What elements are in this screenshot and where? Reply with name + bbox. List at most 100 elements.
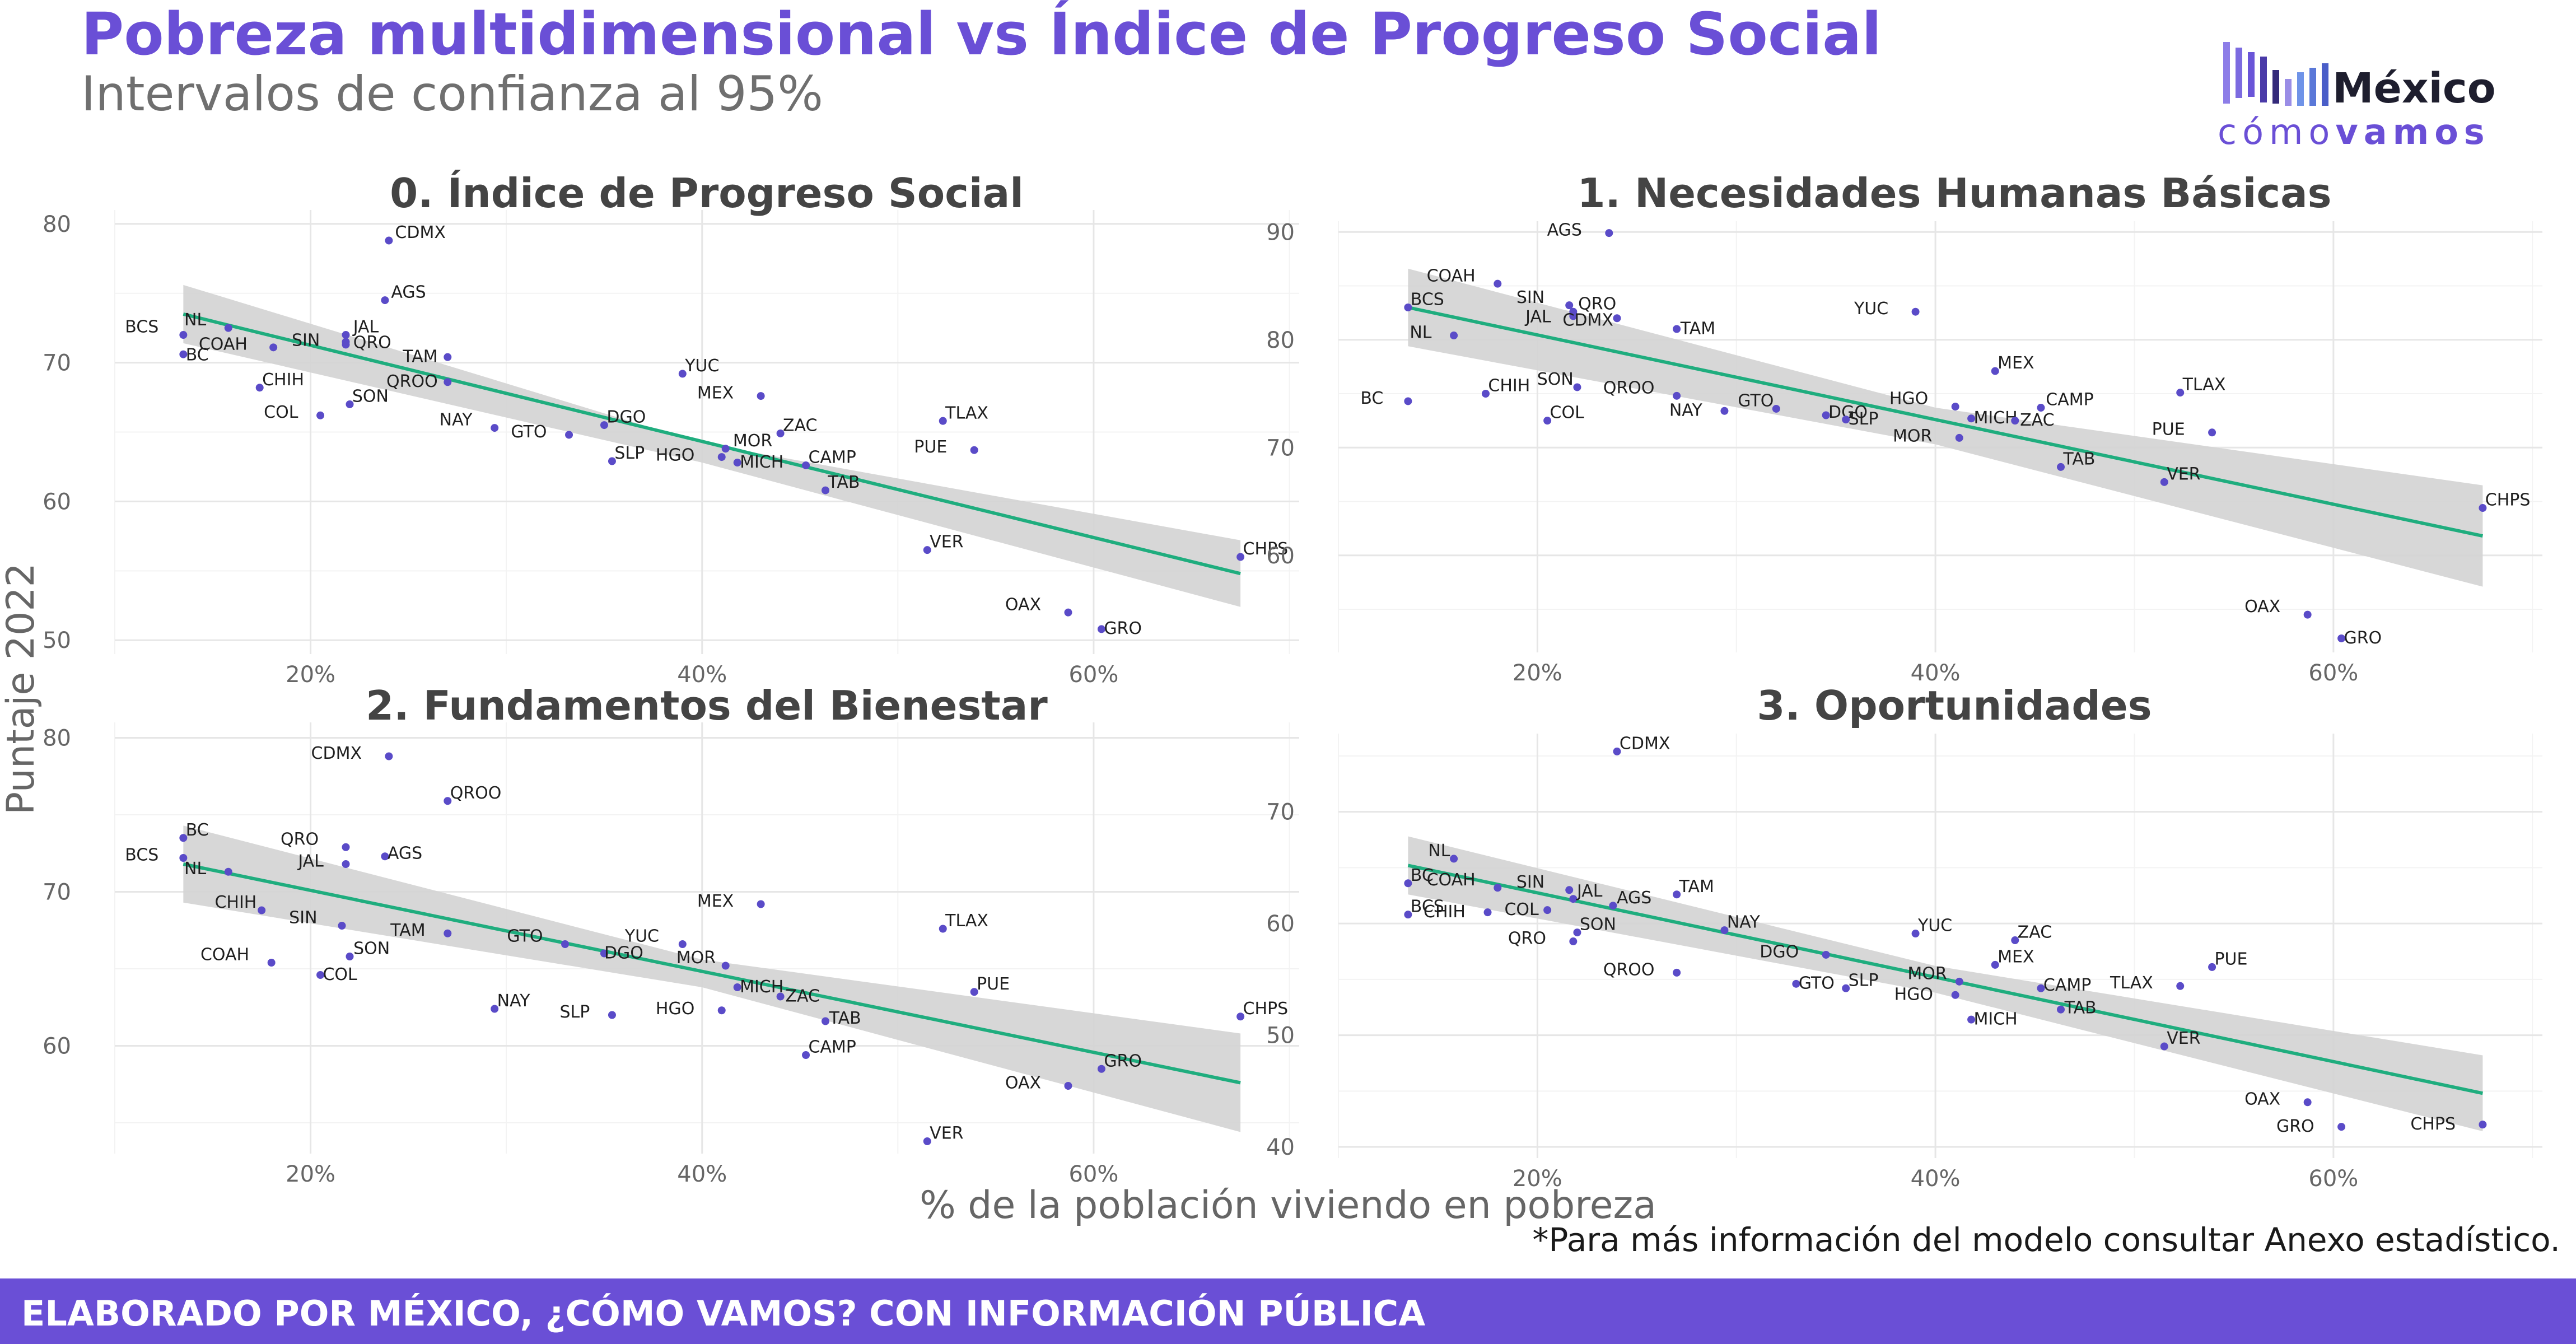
point-label: PUE	[2152, 420, 2185, 440]
panel-title: 0. Índice de Progreso Social	[390, 170, 1024, 217]
point-label: GTO	[1799, 974, 1835, 993]
point-label: AGS	[388, 844, 422, 864]
point-jal	[342, 860, 350, 868]
point-label: MOR	[676, 948, 716, 968]
point-label: YUC	[1854, 299, 1888, 319]
point-tam	[1673, 890, 1681, 899]
logo-word-mexico: México	[2332, 64, 2496, 113]
point-mich	[1967, 1015, 1976, 1024]
point-label: AGS	[1547, 221, 1582, 240]
point-camp	[802, 461, 810, 469]
point-qroo	[1673, 968, 1681, 977]
point-tam	[1673, 325, 1681, 333]
logo: México cómovamos	[2218, 42, 2496, 152]
point-nl	[224, 324, 232, 332]
point-label: QRO	[1578, 294, 1616, 314]
point-mich	[733, 983, 741, 991]
point-label: HGO	[656, 999, 694, 1019]
point-label: BC	[1411, 866, 1434, 885]
point-gto	[565, 431, 573, 439]
point-label: CHPS	[1243, 999, 1289, 1019]
point-gro	[1097, 625, 1105, 633]
point-label: QROO	[386, 372, 438, 391]
confidence-band	[183, 284, 1241, 607]
point-label: CAMP	[808, 1038, 856, 1057]
point-label: COL	[323, 965, 357, 984]
point-tlax	[2176, 982, 2185, 990]
point-label: JAL	[297, 851, 324, 871]
point-label: CAMP	[2043, 976, 2091, 995]
point-label: MEX	[1998, 353, 2034, 373]
point-oax	[2303, 1098, 2312, 1107]
point-label: SON	[1580, 915, 1616, 935]
point-label: QRO	[281, 829, 319, 849]
point-cdmx	[385, 236, 393, 245]
point-label: TLAX	[945, 911, 988, 931]
point-label: ZAC	[2018, 923, 2052, 942]
point-nay	[1720, 407, 1729, 415]
point-ags	[1605, 229, 1613, 237]
point-gto	[1792, 979, 1800, 988]
point-zac	[2011, 417, 2019, 425]
point-ver	[2160, 1042, 2168, 1051]
y-tick-label: 40	[1266, 1135, 1295, 1160]
point-label: VER	[2167, 1029, 2200, 1048]
point-label: ZAC	[783, 416, 818, 436]
point-label: HGO	[656, 446, 694, 465]
point-bcs	[179, 854, 188, 862]
point-label: MICH	[1973, 1009, 2017, 1029]
point-label: NAY	[440, 410, 473, 430]
point-label: TAB	[827, 473, 860, 492]
point-label: CHIH	[262, 370, 304, 390]
panel-0: 20% 40% 60% 50 60 70 80 CDMX AGS BCS NL JAL SIN QRO CO…	[43, 170, 1299, 688]
point-zac	[776, 429, 785, 437]
panel-2: 20% 40% 60% 60 70 80 CDMX QROO BC QRO AGS BCS JAL NL C…	[43, 682, 1299, 1187]
point-bc	[1404, 879, 1412, 888]
point-label: NAY	[497, 991, 531, 1011]
point-tam	[444, 929, 452, 937]
point-bc	[179, 350, 188, 358]
point-dgo	[1822, 411, 1830, 419]
panel-title: 2. Fundamentos del Bienestar	[366, 682, 1048, 729]
point-slp	[1842, 416, 1850, 424]
point-label: MICH	[740, 977, 783, 997]
confidence-band	[183, 825, 1241, 1132]
point-tlax	[939, 417, 947, 425]
point-chih	[1481, 390, 1490, 398]
point-label: GRO	[1104, 619, 1142, 638]
point-chih	[255, 384, 264, 392]
confidence-band	[1408, 268, 2483, 587]
point-label: HGO	[1889, 389, 1928, 409]
y-tick-label: 70	[43, 351, 71, 376]
chart-subtitle: Intervalos de confianza al 95%	[81, 66, 823, 122]
point-label: OAX	[2244, 597, 2280, 617]
point-label: MEX	[697, 383, 734, 403]
panel-title: 1. Necesidades Humanas Básicas	[1577, 170, 2331, 217]
point-camp	[2037, 984, 2045, 992]
point-col	[1543, 906, 1552, 914]
y-tick-label: 50	[1266, 1023, 1295, 1049]
point-gro	[2337, 634, 2346, 642]
point-slp	[608, 1011, 616, 1019]
point-label: CAMP	[2046, 390, 2093, 410]
point-label: TLAX	[2110, 973, 2153, 993]
point-dgo	[1822, 950, 1830, 959]
point-zac	[776, 992, 785, 1001]
logo-word-vamos: vamos	[2335, 111, 2490, 152]
point-mor	[721, 445, 730, 453]
point-label: BCS	[125, 845, 158, 865]
point-label: TAM	[1680, 319, 1715, 338]
point-label: QROO	[450, 783, 502, 803]
point-label: MEX	[697, 892, 734, 911]
x-tick-label: 60%	[2308, 660, 2358, 686]
point-label: COL	[1504, 900, 1539, 920]
x-tick-label: 20%	[1513, 1166, 1562, 1192]
point-qroo	[444, 378, 452, 386]
point-gto	[561, 940, 570, 948]
point-qroo	[444, 797, 452, 805]
point-label: TAB	[2064, 998, 2097, 1018]
y-tick-label: 60	[43, 1034, 71, 1060]
point-bcs	[1404, 911, 1412, 919]
panel-1: 20% 40% 60% 60 70 80 90 AGS COAH BCS SIN QRO JAL CDMX…	[1266, 170, 2542, 686]
